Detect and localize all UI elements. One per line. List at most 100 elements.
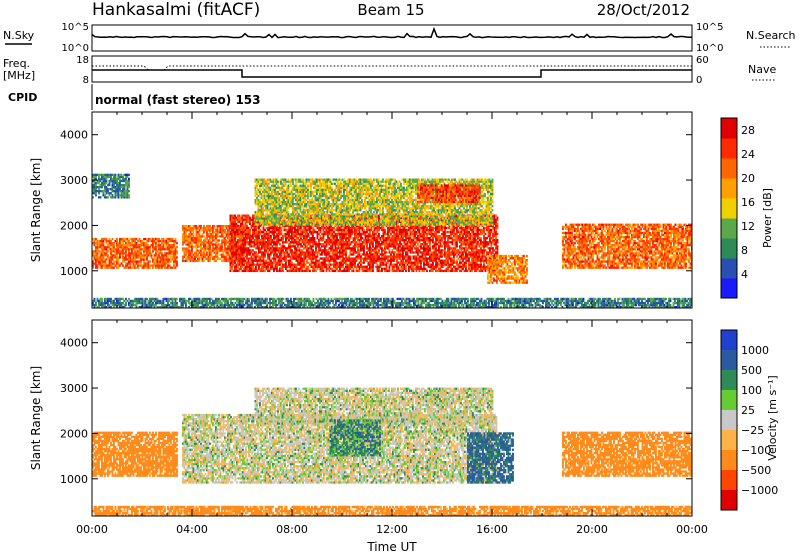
heatmap-cell bbox=[123, 237, 126, 241]
heatmap-cell bbox=[360, 239, 362, 242]
heatmap-cell bbox=[289, 255, 292, 258]
heatmap-cell bbox=[421, 237, 424, 240]
heatmap-cell bbox=[183, 249, 186, 252]
heatmap-cell bbox=[430, 235, 433, 238]
heatmap-cell bbox=[98, 246, 100, 249]
heatmap-cell bbox=[304, 245, 307, 248]
heatmap-cell bbox=[258, 230, 260, 234]
heatmap-cell bbox=[122, 260, 124, 263]
heatmap-cell bbox=[451, 239, 454, 242]
heatmap-cell bbox=[303, 228, 305, 232]
heatmap-cell bbox=[164, 262, 166, 265]
heatmap-cell bbox=[101, 252, 103, 255]
heatmap-cell bbox=[354, 243, 356, 246]
heatmap-cell bbox=[261, 265, 263, 268]
heatmap-cell bbox=[228, 239, 231, 242]
heatmap-cell bbox=[259, 251, 262, 254]
heatmap-cell bbox=[304, 267, 307, 270]
heatmap-cell bbox=[256, 261, 259, 264]
heatmap-cell bbox=[403, 224, 406, 228]
heatmap-cell bbox=[212, 229, 214, 232]
heatmap-cell bbox=[221, 235, 223, 238]
heatmap-cell bbox=[122, 252, 124, 255]
heatmap-cell bbox=[122, 192, 124, 195]
heatmap-cell bbox=[441, 245, 443, 248]
heatmap-cell bbox=[469, 263, 472, 266]
heatmap-cell bbox=[373, 247, 376, 250]
heatmap-cell bbox=[462, 263, 464, 266]
heatmap-cell bbox=[324, 261, 326, 264]
heatmap-cell bbox=[439, 269, 442, 273]
heatmap-cell bbox=[237, 243, 239, 246]
heatmap-cell bbox=[423, 251, 425, 254]
heatmap-cell bbox=[232, 222, 235, 226]
heatmap-cell bbox=[170, 250, 172, 253]
heatmap-cell bbox=[237, 214, 239, 217]
heatmap-cell bbox=[463, 226, 466, 230]
heatmap-cell bbox=[436, 249, 439, 252]
heatmap-cell bbox=[230, 255, 232, 258]
heatmap-cell bbox=[182, 247, 184, 250]
heatmap-cell bbox=[222, 255, 225, 258]
heatmap-cell bbox=[271, 241, 274, 244]
heatmap-cell bbox=[439, 255, 442, 258]
heatmap-cell bbox=[297, 259, 299, 262]
heatmap-cell bbox=[171, 254, 174, 257]
heatmap-cell bbox=[280, 237, 283, 240]
heatmap-cell bbox=[243, 243, 245, 246]
heatmap-cell bbox=[270, 251, 272, 254]
heatmap-cell bbox=[433, 230, 436, 234]
heatmap-cell bbox=[406, 216, 409, 219]
heatmap-cell bbox=[173, 246, 175, 249]
heatmap-cell bbox=[367, 253, 370, 256]
heatmap-cell bbox=[125, 177, 127, 181]
heatmap-cell bbox=[448, 253, 451, 256]
heatmap-cell bbox=[426, 237, 428, 240]
heatmap-cell bbox=[239, 225, 241, 228]
heatmap-cell bbox=[319, 257, 322, 260]
heatmap-cell bbox=[216, 229, 219, 232]
heatmap-cell bbox=[408, 267, 410, 270]
heatmap-cell bbox=[345, 235, 347, 238]
heatmap-cell bbox=[194, 227, 196, 230]
heatmap-cell bbox=[435, 230, 437, 234]
heatmap-cell bbox=[191, 257, 193, 260]
heatmap-cell bbox=[354, 230, 356, 234]
heatmap-cell bbox=[369, 249, 371, 252]
heatmap-cell bbox=[137, 256, 139, 259]
heatmap-cell bbox=[228, 241, 231, 244]
heatmap-cell bbox=[367, 239, 370, 242]
heatmap-cell bbox=[328, 243, 331, 246]
heatmap-cell bbox=[218, 243, 220, 246]
heatmap-cell bbox=[331, 237, 334, 240]
heatmap-cell bbox=[456, 251, 458, 254]
heatmap-cell bbox=[376, 230, 379, 234]
heatmap-cell bbox=[188, 225, 190, 228]
heatmap-cell bbox=[408, 257, 410, 260]
heatmap-cell bbox=[221, 253, 223, 256]
heatmap-cell bbox=[239, 239, 241, 242]
heatmap-cell bbox=[168, 244, 171, 247]
heatmap-cell bbox=[462, 251, 464, 254]
heatmap-cell bbox=[304, 228, 307, 232]
heatmap-cell bbox=[117, 250, 120, 253]
heatmap-cell bbox=[237, 253, 239, 256]
heatmap-cell bbox=[300, 232, 302, 236]
heatmap-cell bbox=[415, 259, 418, 262]
heatmap-cell bbox=[301, 241, 304, 244]
heatmap-cell bbox=[337, 263, 340, 266]
heatmap-cell bbox=[138, 260, 141, 263]
heatmap-cell bbox=[232, 226, 235, 230]
heatmap-cell bbox=[454, 241, 457, 244]
heatmap-cell bbox=[249, 257, 251, 260]
heatmap-cell bbox=[351, 263, 353, 266]
heatmap-cell bbox=[111, 246, 114, 249]
heatmap-cell bbox=[385, 247, 388, 250]
heatmap-cell bbox=[96, 181, 99, 185]
heatmap-cell bbox=[312, 245, 314, 248]
heatmap-cell bbox=[444, 228, 446, 232]
heatmap-cell bbox=[99, 256, 102, 259]
heatmap-cell bbox=[424, 232, 427, 236]
heatmap-cell bbox=[346, 224, 349, 228]
heatmap-cell bbox=[420, 243, 422, 246]
